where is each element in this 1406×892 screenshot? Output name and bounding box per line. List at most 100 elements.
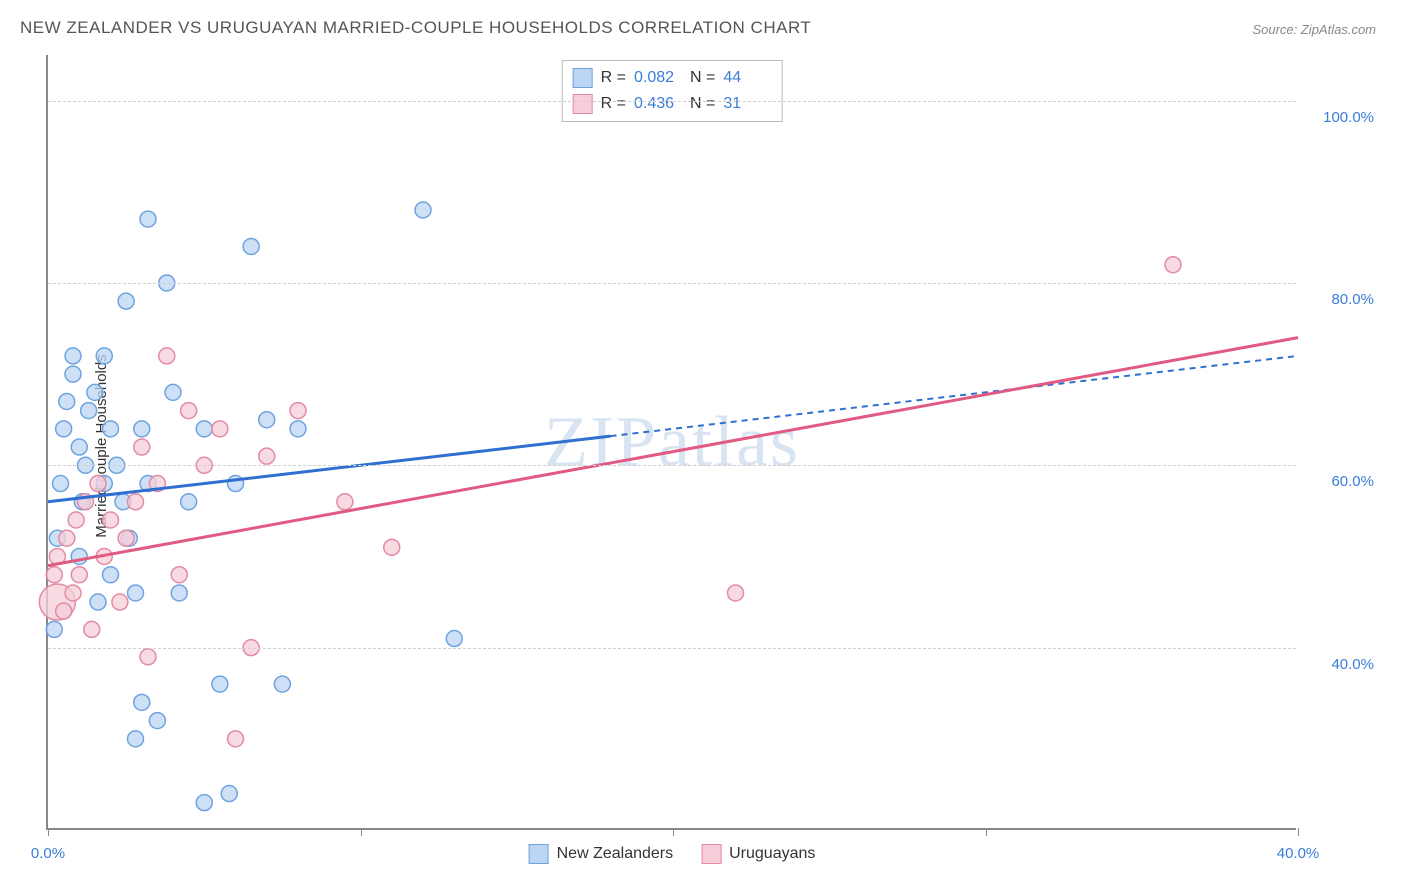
scatter-point	[103, 512, 119, 528]
scatter-point	[68, 512, 84, 528]
source-label: Source: ZipAtlas.com	[1252, 22, 1376, 37]
scatter-point	[274, 676, 290, 692]
scatter-point	[415, 202, 431, 218]
scatter-point	[56, 603, 72, 619]
y-tick-label: 100.0%	[1304, 109, 1374, 126]
scatter-point	[290, 421, 306, 437]
scatter-point	[90, 594, 106, 610]
scatter-point	[103, 567, 119, 583]
r-label: R =	[601, 91, 626, 117]
scatter-point	[96, 348, 112, 364]
scatter-point	[165, 384, 181, 400]
scatter-point	[65, 585, 81, 601]
scatter-point	[196, 795, 212, 811]
scatter-point	[128, 494, 144, 510]
scatter-point	[212, 676, 228, 692]
scatter-point	[46, 621, 62, 637]
scatter-point	[228, 731, 244, 747]
regression-line	[611, 356, 1299, 436]
legend-label-uy: Uruguayans	[729, 845, 815, 863]
scatter-point	[90, 476, 106, 492]
scatter-point	[59, 530, 75, 546]
r-label: R =	[601, 65, 626, 91]
scatter-point	[71, 439, 87, 455]
series-legend: New Zealanders Uruguayans	[529, 844, 816, 864]
scatter-point	[46, 567, 62, 583]
x-tick	[673, 828, 674, 836]
n-value-nz: 44	[723, 65, 771, 91]
scatter-point	[728, 585, 744, 601]
scatter-point	[112, 594, 128, 610]
scatter-point	[134, 439, 150, 455]
x-tick-label: 40.0%	[1277, 845, 1320, 862]
gridline-h	[48, 101, 1296, 102]
scatter-point	[159, 348, 175, 364]
x-tick-label: 0.0%	[31, 845, 65, 862]
y-tick-label: 80.0%	[1304, 291, 1374, 308]
scatter-point	[65, 366, 81, 382]
scatter-point	[337, 494, 353, 510]
scatter-point	[196, 421, 212, 437]
gridline-h	[48, 465, 1296, 466]
swatch-uy	[701, 844, 721, 864]
scatter-point	[59, 393, 75, 409]
scatter-point	[171, 567, 187, 583]
scatter-point	[290, 403, 306, 419]
scatter-point	[56, 421, 72, 437]
scatter-point	[243, 238, 259, 254]
scatter-point	[128, 731, 144, 747]
scatter-point	[71, 567, 87, 583]
scatter-point	[87, 384, 103, 400]
chart-title: NEW ZEALANDER VS URUGUAYAN MARRIED-COUPL…	[20, 18, 811, 38]
stats-row-nz: R = 0.082 N = 44	[573, 65, 772, 91]
swatch-nz	[529, 844, 549, 864]
x-tick	[48, 828, 49, 836]
gridline-h	[48, 648, 1296, 649]
stats-legend: R = 0.082 N = 44 R = 0.436 N = 31	[562, 60, 783, 122]
scatter-point	[81, 403, 97, 419]
regression-line	[48, 338, 1298, 566]
n-label: N =	[690, 91, 715, 117]
scatter-point	[149, 713, 165, 729]
r-value-nz: 0.082	[634, 65, 682, 91]
scatter-point	[446, 631, 462, 647]
scatter-point	[134, 694, 150, 710]
legend-item-nz: New Zealanders	[529, 844, 674, 864]
scatter-point	[53, 476, 69, 492]
x-tick	[986, 828, 987, 836]
scatter-svg	[48, 55, 1298, 830]
scatter-point	[140, 649, 156, 665]
n-label: N =	[690, 65, 715, 91]
scatter-point	[1165, 257, 1181, 273]
scatter-point	[128, 585, 144, 601]
scatter-point	[259, 448, 275, 464]
plot-area: ZIPatlas R = 0.082 N = 44 R = 0.436 N = …	[46, 55, 1296, 830]
n-value-uy: 31	[723, 91, 771, 117]
scatter-point	[118, 293, 134, 309]
legend-label-nz: New Zealanders	[557, 845, 674, 863]
x-tick	[361, 828, 362, 836]
swatch-uy	[573, 94, 593, 114]
scatter-point	[221, 786, 237, 802]
scatter-point	[103, 421, 119, 437]
scatter-point	[384, 539, 400, 555]
scatter-point	[212, 421, 228, 437]
legend-item-uy: Uruguayans	[701, 844, 815, 864]
scatter-point	[181, 494, 197, 510]
scatter-point	[140, 211, 156, 227]
scatter-point	[134, 421, 150, 437]
gridline-h	[48, 283, 1296, 284]
regression-line	[48, 436, 611, 502]
scatter-point	[181, 403, 197, 419]
scatter-point	[84, 621, 100, 637]
scatter-point	[259, 412, 275, 428]
y-tick-label: 60.0%	[1304, 473, 1374, 490]
r-value-uy: 0.436	[634, 91, 682, 117]
stats-row-uy: R = 0.436 N = 31	[573, 91, 772, 117]
swatch-nz	[573, 68, 593, 88]
x-tick	[1298, 828, 1299, 836]
scatter-point	[65, 348, 81, 364]
scatter-point	[171, 585, 187, 601]
y-tick-label: 40.0%	[1304, 656, 1374, 673]
scatter-point	[118, 530, 134, 546]
